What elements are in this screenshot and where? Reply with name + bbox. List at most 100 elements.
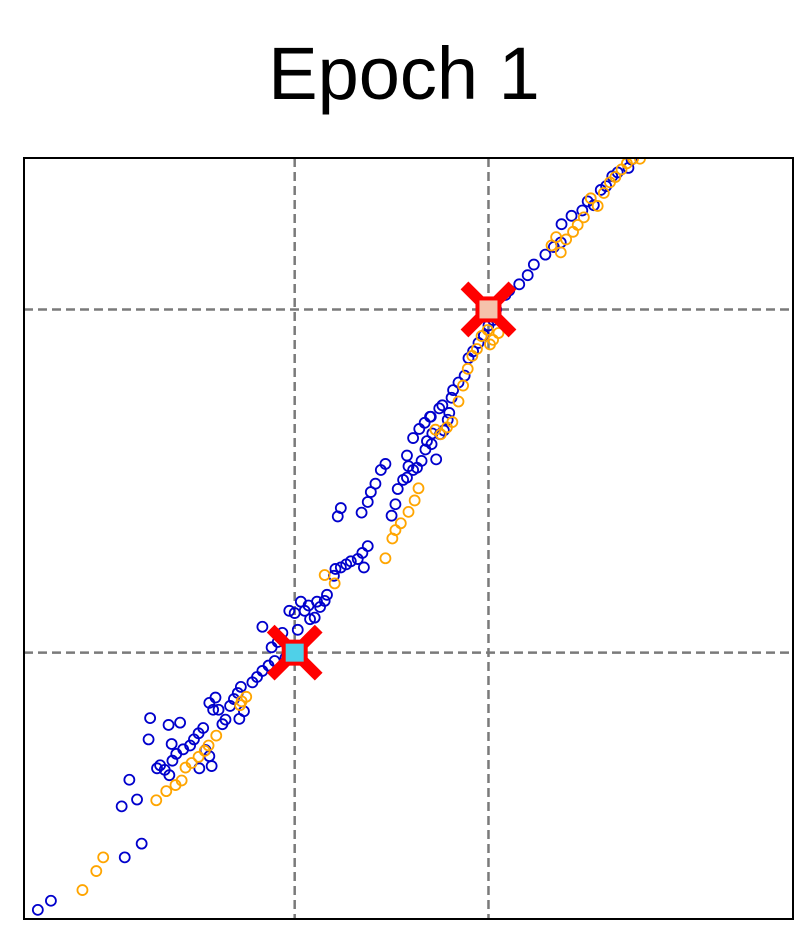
scatter-point [472, 337, 485, 349]
scatter-point [402, 505, 415, 518]
scatter-point [192, 751, 205, 763]
scatter-point [174, 716, 187, 729]
scatter-point [424, 410, 437, 423]
scatter-point [175, 774, 188, 787]
scatter-point [357, 561, 370, 574]
scatter-point [576, 204, 589, 217]
scatter-point [308, 611, 321, 624]
scatter-point [379, 458, 392, 470]
scatter-point [475, 330, 488, 342]
grid-lines [24, 158, 793, 919]
scatter-point [212, 703, 225, 716]
scatter-point [527, 258, 540, 271]
scatter-point [131, 793, 143, 806]
scatter-point [452, 395, 465, 408]
scatter-point [344, 555, 357, 568]
scatter-point [144, 712, 157, 724]
scatter-point [434, 428, 447, 441]
scatter-point [135, 837, 148, 850]
scatter-point [329, 563, 342, 575]
scatter-point [162, 719, 175, 731]
scatter-point [513, 278, 526, 291]
scatter-point [609, 171, 622, 183]
scatter-point [328, 577, 341, 590]
highlight-markers [266, 281, 517, 681]
scatter-point [446, 416, 459, 428]
scatter-point [597, 187, 610, 199]
highlight-marker [266, 624, 323, 681]
scatter-point [90, 865, 103, 877]
scatter-point [581, 195, 594, 208]
highlight-marker [460, 281, 517, 338]
scatter-point [415, 454, 428, 467]
scatter-point [256, 620, 269, 633]
scatter-point [151, 762, 163, 775]
scatter-point [555, 218, 568, 231]
scatter-point [412, 482, 425, 495]
scatter-point [97, 851, 110, 864]
scatter-point [571, 219, 584, 231]
scatter-point [385, 509, 398, 522]
scatter-point [76, 884, 89, 896]
scatter-point [321, 588, 333, 601]
marker-square [281, 639, 308, 666]
scatter-point [184, 739, 197, 752]
plot-frame [23, 157, 794, 920]
scatter-point [291, 623, 304, 636]
marker-square [475, 296, 502, 323]
scatter-point [163, 769, 176, 782]
scatter-point [389, 498, 402, 511]
scatter-point [600, 180, 613, 193]
scatter-point [369, 477, 382, 490]
scatter-point [228, 693, 240, 705]
plot-area [24, 158, 793, 919]
scatter-point [554, 246, 567, 259]
scatter-point [150, 794, 163, 807]
scatter-point [407, 432, 420, 444]
scatter-point [209, 691, 222, 704]
scatter-point [142, 733, 155, 746]
scatter-point [31, 903, 44, 916]
scatter-point [361, 540, 374, 553]
scatter-point [430, 453, 443, 466]
scatter-point [334, 502, 347, 514]
scatter-point [160, 785, 173, 798]
scatter-point [193, 762, 206, 775]
scatter-point [210, 729, 223, 742]
scatter-point [45, 894, 57, 907]
scatter-point [461, 362, 474, 375]
scatter-point [118, 851, 131, 864]
scatter-point [408, 494, 421, 507]
scatter-point [205, 760, 218, 772]
scatter-point [433, 402, 446, 415]
scatter-point [584, 192, 597, 205]
scatter-point [185, 757, 198, 769]
scatter-point [391, 483, 404, 495]
scatter-point [471, 343, 483, 355]
chart-title: Epoch 1 [268, 32, 540, 115]
scatter-point [401, 449, 413, 462]
scatter-point [123, 773, 136, 786]
scatter-point [219, 713, 232, 726]
scatter-point [318, 595, 331, 607]
scatter-point [481, 324, 494, 336]
scatter-point [401, 471, 413, 484]
scatter-point [379, 552, 392, 565]
scatter-point [234, 680, 247, 693]
scatter-point [394, 517, 407, 530]
scatter-point [521, 269, 534, 282]
scatter-point [165, 738, 178, 750]
scatter-point [539, 248, 552, 261]
scatter-point [283, 604, 296, 617]
scatter-point [240, 690, 253, 703]
scatter-point [436, 399, 449, 412]
scatter-point [577, 211, 590, 224]
scatter-point [447, 384, 460, 397]
scatter-point [457, 379, 469, 392]
scatter-point [355, 506, 368, 519]
scatter-point [565, 209, 578, 222]
scatter-point [202, 739, 215, 752]
scatter-point [492, 327, 505, 339]
data-points [31, 158, 646, 916]
